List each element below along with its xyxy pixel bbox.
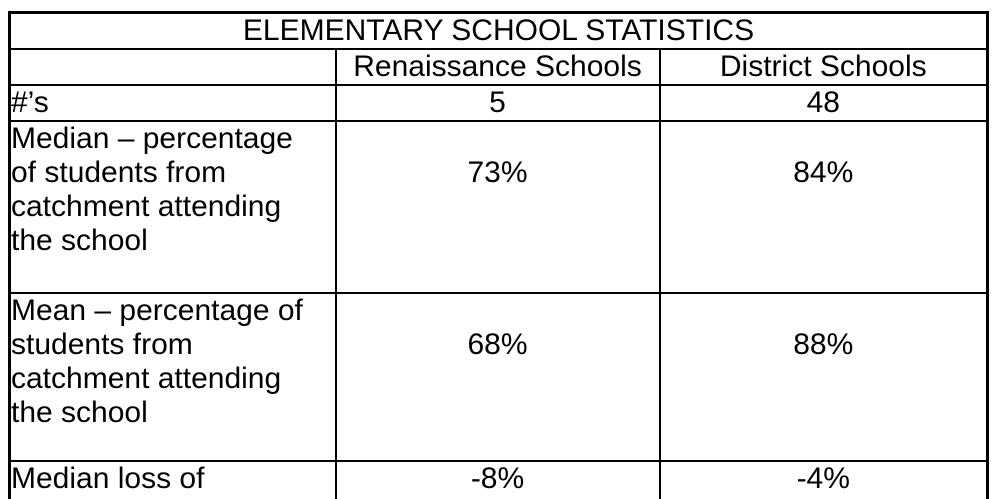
cell-median-percentage-renaissance: 73% bbox=[334, 120, 661, 294]
table-row-median-percentage: Median – percentage of students from cat… bbox=[8, 120, 989, 294]
cell-median-loss-district: -4% bbox=[658, 460, 989, 499]
table-row-median-loss: Median loss of catchment students attend… bbox=[8, 460, 989, 499]
column-header-district-schools: District Schools bbox=[658, 48, 989, 86]
table-title: ELEMENTARY SCHOOL STATISTICS bbox=[8, 11, 989, 50]
corner-empty-cell bbox=[8, 48, 337, 86]
table-row-counts: #’s 5 48 bbox=[8, 84, 989, 122]
cell-counts-renaissance: 5 bbox=[334, 84, 661, 122]
cell-median-percentage-district: 84% bbox=[658, 120, 989, 294]
column-header-renaissance-schools: Renaissance Schools bbox=[334, 48, 661, 86]
elementary-school-statistics-table: ELEMENTARY SCHOOL STATISTICS Renaissance… bbox=[8, 11, 989, 499]
cell-counts-district: 48 bbox=[658, 84, 989, 122]
row-label-median-loss: Median loss of catchment students attend… bbox=[8, 460, 337, 499]
row-label-mean-percentage: Mean – percentage of students from catch… bbox=[8, 292, 337, 462]
table-row-mean-percentage: Mean – percentage of students from catch… bbox=[8, 292, 989, 462]
title-row: ELEMENTARY SCHOOL STATISTICS bbox=[8, 11, 989, 50]
cell-mean-percentage-renaissance: 68% bbox=[334, 292, 661, 462]
row-label-counts: #’s bbox=[8, 84, 337, 122]
cell-median-loss-renaissance: -8% bbox=[334, 460, 661, 499]
header-row: Renaissance Schools District Schools bbox=[8, 48, 989, 86]
cell-mean-percentage-district: 88% bbox=[658, 292, 989, 462]
row-label-median-percentage: Median – percentage of students from cat… bbox=[8, 120, 337, 294]
